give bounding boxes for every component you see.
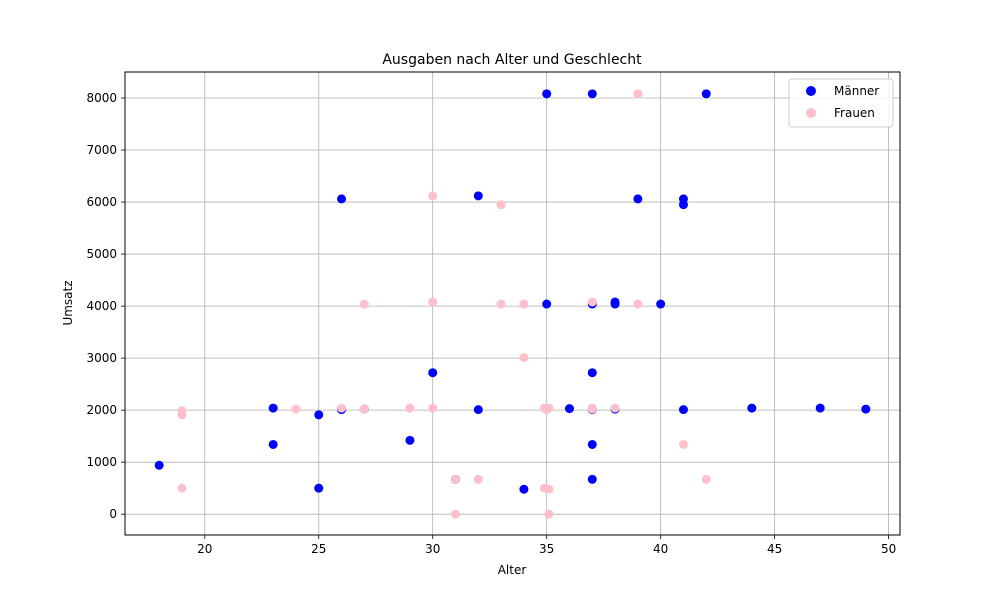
- data-point-maenner: [747, 403, 757, 413]
- data-point-frauen: [544, 403, 554, 413]
- data-point-maenner: [314, 483, 324, 493]
- data-point-frauen: [473, 474, 483, 484]
- data-point-frauen: [544, 509, 554, 519]
- data-point-maenner: [587, 474, 597, 484]
- data-point-maenner: [633, 194, 643, 204]
- legend-label-maenner: Männer: [834, 84, 879, 98]
- data-point-frauen: [610, 403, 620, 413]
- data-point-frauen: [428, 191, 438, 201]
- legend-label-frauen: Frauen: [834, 106, 875, 120]
- data-point-frauen: [544, 484, 554, 494]
- x-tick-label: 30: [425, 542, 440, 556]
- y-tick-label: 3000: [86, 351, 117, 365]
- y-tick-label: 6000: [86, 195, 117, 209]
- data-point-maenner: [678, 405, 688, 415]
- data-point-maenner: [587, 368, 597, 378]
- data-point-maenner: [519, 484, 529, 494]
- data-point-maenner: [268, 403, 278, 413]
- x-axis-label: Alter: [498, 563, 527, 577]
- data-point-frauen: [519, 353, 529, 363]
- y-axis-label: Umsatz: [61, 280, 75, 325]
- data-point-maenner: [473, 405, 483, 415]
- y-tick-label: 0: [109, 507, 117, 521]
- data-point-maenner: [701, 89, 711, 99]
- data-point-maenner: [861, 404, 871, 414]
- data-point-maenner: [542, 89, 552, 99]
- data-point-frauen: [587, 297, 597, 307]
- legend-marker-maenner: [806, 86, 816, 96]
- data-point-frauen: [359, 299, 369, 309]
- data-point-frauen: [678, 439, 688, 449]
- y-tick-label: 5000: [86, 247, 117, 261]
- data-point-maenner: [542, 299, 552, 309]
- data-point-maenner: [815, 403, 825, 413]
- data-point-maenner: [154, 460, 164, 470]
- data-point-maenner: [428, 368, 438, 378]
- data-point-maenner: [587, 89, 597, 99]
- data-point-maenner: [587, 439, 597, 449]
- data-point-maenner: [564, 404, 574, 414]
- data-point-maenner: [337, 194, 347, 204]
- y-tick-label: 4000: [86, 299, 117, 313]
- data-point-frauen: [451, 509, 461, 519]
- data-point-frauen: [428, 403, 438, 413]
- data-point-frauen: [291, 404, 301, 414]
- data-point-maenner: [610, 299, 620, 309]
- data-point-frauen: [359, 404, 369, 414]
- data-point-frauen: [587, 404, 597, 414]
- data-point-frauen: [177, 483, 187, 493]
- data-point-frauen: [519, 299, 529, 309]
- plot-frame: [124, 71, 901, 536]
- data-point-maenner: [678, 200, 688, 210]
- data-point-frauen: [496, 200, 506, 210]
- y-tick-label: 1000: [86, 455, 117, 469]
- x-tick-label: 25: [311, 542, 326, 556]
- data-point-maenner: [268, 439, 278, 449]
- data-point-frauen: [633, 299, 643, 309]
- data-point-maenner: [473, 191, 483, 201]
- data-point-maenner: [314, 410, 324, 420]
- data-point-frauen: [496, 299, 506, 309]
- data-point-maenner: [405, 435, 415, 445]
- y-tick-label: 7000: [86, 143, 117, 157]
- data-point-frauen: [451, 474, 461, 484]
- data-point-frauen: [633, 89, 643, 99]
- grid-lines: [125, 72, 900, 535]
- data-point-frauen: [337, 403, 347, 413]
- data-point-maenner: [656, 299, 666, 309]
- x-tick-label: 40: [653, 542, 668, 556]
- x-tick-label: 45: [767, 542, 782, 556]
- data-point-frauen: [177, 410, 187, 420]
- data-point-frauen: [428, 297, 438, 307]
- axis-ticks: 20 25 30 35 40 45 50 0 1000 2000 3000 4000 5000 6000 7…: [86, 91, 896, 556]
- legend: Männer Frauen: [788, 78, 894, 128]
- data-points: [154, 89, 871, 519]
- legend-marker-frauen: [806, 108, 816, 118]
- data-point-frauen: [405, 403, 415, 413]
- x-tick-label: 35: [539, 542, 554, 556]
- y-tick-label: 2000: [86, 403, 117, 417]
- data-point-frauen: [701, 474, 711, 484]
- chart-title: Ausgaben nach Alter und Geschlecht: [382, 52, 642, 68]
- y-tick-label: 8000: [86, 91, 117, 105]
- x-tick-label: 20: [197, 542, 212, 556]
- x-tick-label: 50: [881, 542, 896, 556]
